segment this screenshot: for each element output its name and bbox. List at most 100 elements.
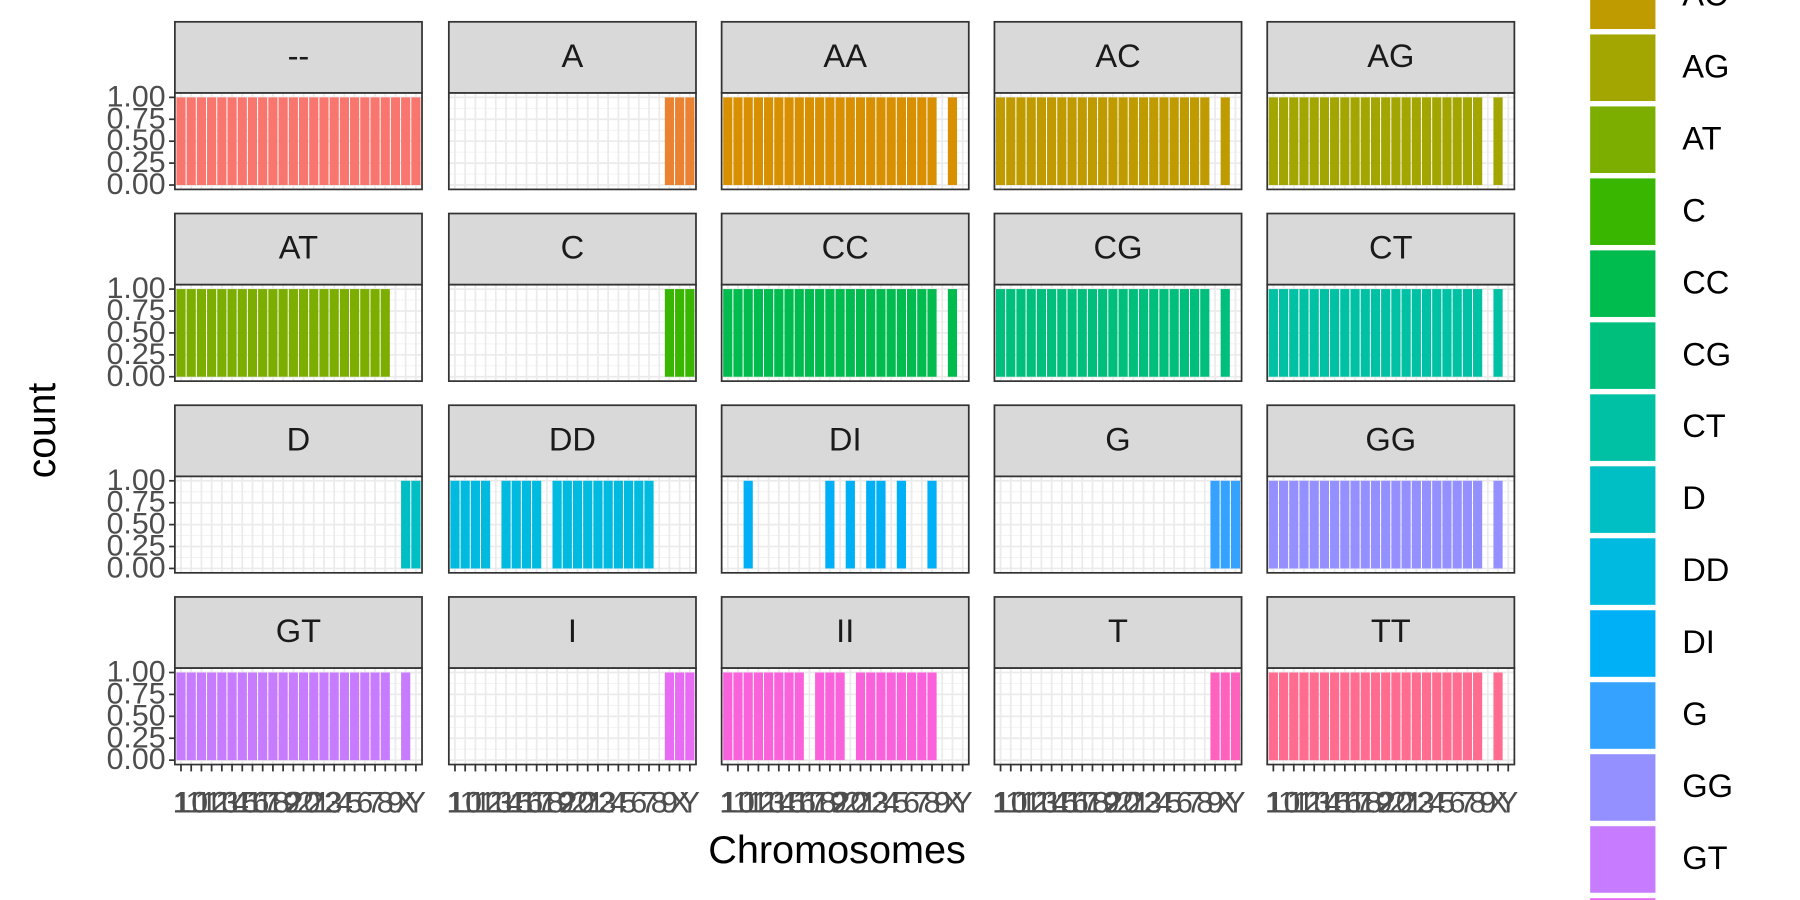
bar	[268, 289, 278, 377]
x-tick-label: 9	[387, 787, 404, 820]
x-tick-label: 14	[1308, 787, 1342, 820]
y-tick-label: 1.00	[107, 656, 166, 689]
x-tick-label: 11	[1005, 787, 1036, 820]
legend-key	[1590, 826, 1656, 893]
strip-label: G	[1105, 422, 1130, 458]
bar	[917, 289, 927, 377]
strip-label: CC	[822, 230, 869, 266]
bar	[623, 480, 634, 569]
bar	[1350, 480, 1360, 569]
y-tick-label: 0.75	[107, 103, 166, 136]
bar	[207, 97, 217, 186]
strip	[173, 404, 423, 478]
bar	[1057, 289, 1067, 377]
strip	[1266, 212, 1516, 286]
x-tick-label: 5	[1166, 787, 1183, 820]
bar	[784, 97, 794, 186]
bar	[1210, 672, 1220, 761]
bar	[360, 97, 370, 186]
bar	[995, 289, 1006, 377]
bar	[1442, 289, 1452, 377]
x-tick-label: 1	[992, 787, 1009, 820]
bar	[1179, 97, 1189, 186]
x-tick-label: 9	[1479, 787, 1496, 820]
bar	[1057, 97, 1067, 186]
bar	[1452, 672, 1462, 761]
bar	[815, 289, 825, 377]
panel-border	[447, 475, 697, 574]
bar	[298, 672, 309, 761]
x-tick-label: 20	[287, 787, 321, 820]
strip	[447, 596, 697, 669]
strip-label: C	[561, 230, 585, 266]
x-tick-label: 2	[285, 787, 302, 820]
x-tick-label: 16	[510, 787, 544, 820]
bar	[664, 97, 675, 186]
bar	[1200, 289, 1210, 377]
strip	[447, 20, 697, 94]
x-tick-label: 13	[752, 787, 786, 820]
x-tick-label: X	[1488, 787, 1508, 820]
bar	[1462, 97, 1472, 186]
bar	[450, 480, 460, 569]
bar	[1220, 672, 1230, 761]
x-tick-label: 1	[719, 787, 736, 820]
bar	[1278, 289, 1289, 377]
bar	[329, 97, 339, 186]
x-tick-label: 4	[610, 787, 627, 820]
bar	[1330, 289, 1340, 377]
bar	[1473, 480, 1483, 569]
bar	[644, 480, 654, 569]
y-tick-label: 0.75	[107, 486, 166, 519]
bar	[298, 289, 309, 377]
bar	[1452, 289, 1462, 377]
bar	[1319, 672, 1330, 761]
x-tick-label: X	[1215, 787, 1235, 820]
bar	[1220, 97, 1230, 186]
x-tick-label: 13	[1025, 787, 1059, 820]
x-tick-label: 21	[1389, 787, 1423, 820]
legend-label: GT	[1682, 840, 1728, 876]
x-tick-label: 4	[1156, 787, 1173, 820]
x-tick-label: 12	[1014, 787, 1048, 820]
bar	[1026, 289, 1036, 377]
bar	[1006, 289, 1016, 377]
bar	[247, 97, 258, 186]
x-tick-label: 8	[651, 787, 668, 820]
x-tick-label: 21	[1116, 787, 1150, 820]
bar	[1210, 480, 1220, 569]
bar	[685, 97, 695, 186]
x-tick-label: 8	[377, 787, 394, 820]
bar	[360, 672, 370, 761]
bar	[319, 289, 329, 377]
bar	[309, 672, 319, 761]
bar	[845, 480, 855, 569]
bar	[743, 289, 753, 377]
strip	[1266, 404, 1516, 478]
x-tick-label: 3	[326, 787, 343, 820]
bar	[1077, 289, 1087, 377]
x-tick-label: 19	[266, 787, 300, 820]
x-tick-label: 10	[1267, 787, 1301, 820]
bar	[1370, 97, 1381, 186]
bar	[1432, 672, 1442, 761]
bar	[804, 289, 815, 377]
panel-border	[720, 667, 970, 766]
legend-key	[1590, 898, 1656, 900]
legend-label: CG	[1682, 337, 1731, 373]
bar	[1159, 97, 1169, 186]
bar	[1309, 289, 1319, 377]
bar	[855, 289, 866, 377]
bar	[794, 289, 804, 377]
bar	[1278, 97, 1289, 186]
bar	[237, 97, 247, 186]
legend-key	[1590, 682, 1656, 749]
x-tick-label: 17	[246, 787, 280, 820]
x-tick-label: 21	[844, 787, 878, 820]
y-tick-label: 0.25	[107, 146, 166, 179]
strip	[720, 596, 970, 669]
panel-border	[993, 475, 1243, 574]
bar	[1118, 97, 1128, 186]
bar	[1299, 289, 1309, 377]
